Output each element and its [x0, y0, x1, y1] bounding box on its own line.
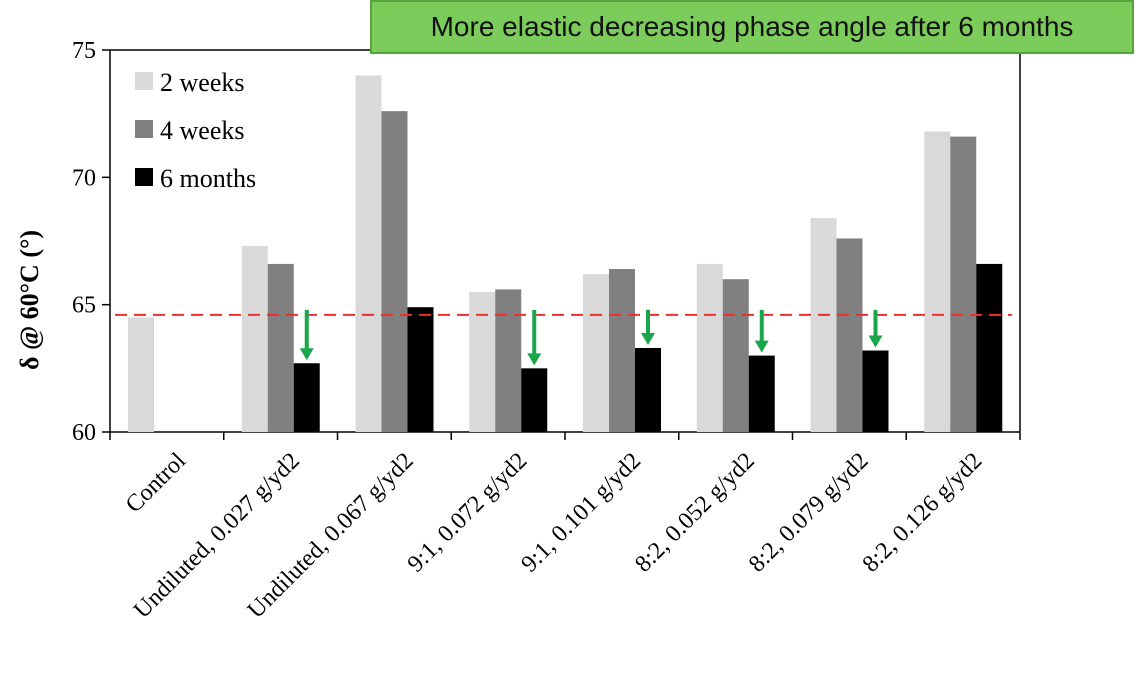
bar	[862, 350, 889, 432]
bar	[635, 347, 661, 432]
down-arrow-head	[299, 348, 314, 361]
legend-label: 6 months	[160, 164, 256, 193]
bar	[381, 111, 408, 433]
x-tick-label: 8:2, 0.052 g/yd2	[630, 448, 760, 578]
x-tick-label: 8:2, 0.079 g/yd2	[744, 448, 874, 578]
down-arrow-head	[527, 353, 542, 366]
bar	[976, 263, 1003, 432]
y-tick-label: 65	[72, 293, 96, 319]
y-tick-label: 60	[72, 420, 96, 446]
bar	[609, 269, 635, 432]
annotation-text: More elastic decreasing phase angle afte…	[430, 11, 1074, 42]
annotation-box: More elastic decreasing phase angle afte…	[370, 0, 1134, 54]
bar	[355, 75, 382, 432]
bar	[583, 274, 609, 432]
bar	[495, 289, 522, 432]
legend-label: 4 weeks	[160, 116, 244, 145]
bar	[722, 279, 749, 432]
bar	[810, 218, 837, 432]
bars	[128, 75, 1003, 433]
x-tick-label: 8:2, 0.126 g/yd2	[858, 448, 988, 578]
y-tick-label: 70	[72, 165, 96, 191]
legend-label: 2 weeks	[160, 68, 244, 97]
bar	[521, 368, 548, 432]
bar	[407, 307, 434, 432]
legend-swatch	[135, 120, 153, 138]
arrows	[299, 309, 883, 366]
bar	[836, 238, 863, 432]
down-arrow-head	[754, 340, 769, 353]
down-arrow-head	[868, 335, 883, 348]
y-tick-label: 75	[72, 38, 96, 64]
legend-swatch	[135, 72, 153, 90]
legend: 2 weeks 4 weeks 6 months	[135, 68, 256, 193]
bar	[267, 263, 294, 432]
x-tick-label: 9:1, 0.072 g/yd2	[403, 448, 533, 578]
bar	[293, 363, 320, 432]
legend-swatch	[135, 168, 153, 186]
bar	[950, 136, 977, 432]
bar	[924, 131, 951, 432]
bar	[241, 246, 268, 432]
bar	[128, 317, 154, 432]
y-axis-label: δ @ 60°C (°)	[15, 230, 44, 370]
bar	[696, 263, 723, 432]
x-tick-label: Control	[121, 448, 191, 518]
x-tick-label: 9:1, 0.101 g/yd2	[516, 448, 646, 578]
bar	[469, 291, 496, 432]
bar	[748, 355, 775, 432]
down-arrow-head	[641, 332, 655, 345]
